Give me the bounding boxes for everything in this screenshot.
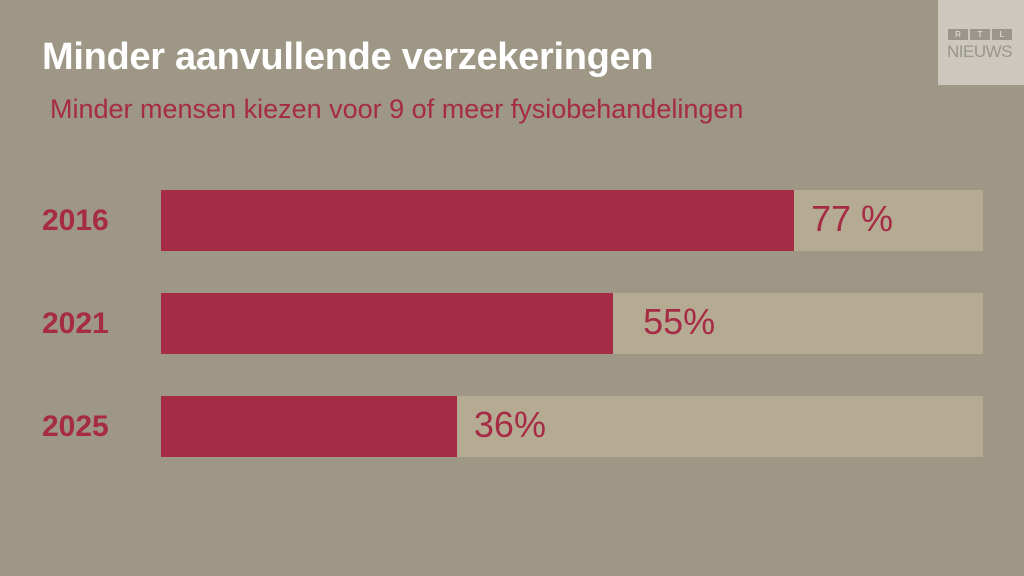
year-label: 2025 [42,410,109,443]
logo-letter: L [992,29,1012,40]
logo-letter: R [948,29,968,40]
year-label: 2016 [42,204,109,237]
bar [161,293,614,354]
chart-title: Minder aanvullende verzekeringen [42,36,654,78]
value-label: 77 % [810,198,893,239]
logo-text: NIEUWS [947,42,1013,61]
value-label: 55% [643,301,716,342]
year-label: 2021 [42,307,109,340]
value-label: 36% [473,404,546,445]
bar-track: 55% [161,293,983,354]
bar [161,396,457,457]
chart-subtitle: Minder mensen kiezen voor 9 of meer fysi… [50,94,744,124]
rtl-logo-mark: R T L [948,29,1012,40]
bar [161,190,794,251]
bar-track: 77 % [161,190,983,251]
rtl-nieuws-logo: R T L NIEUWS [938,0,1024,85]
bar-track: 36% [161,396,983,457]
logo-letter: T [970,29,990,40]
